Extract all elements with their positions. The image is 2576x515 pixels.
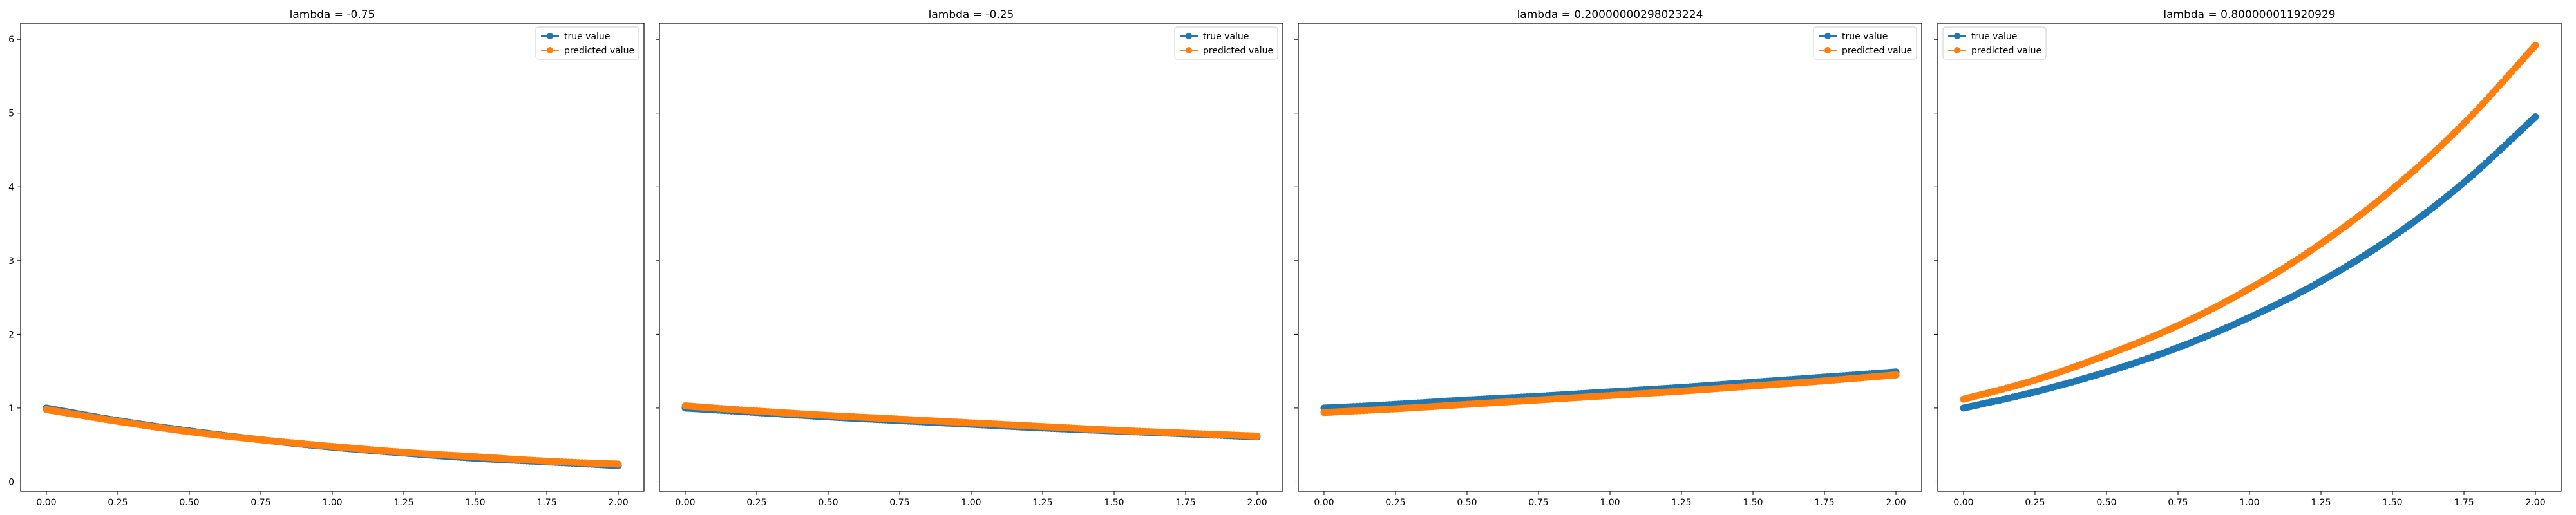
y-tick-label: 6	[8, 35, 14, 45]
chart-title: lambda = -0.75	[290, 8, 375, 21]
legend-marker	[1186, 47, 1192, 53]
x-tick-label: 0.50	[179, 498, 199, 508]
legend-marker	[547, 47, 553, 53]
legend-box	[1942, 26, 2047, 60]
x-tick-label: 1.75	[1175, 498, 1195, 508]
x-tick-label: 1.00	[1600, 498, 1620, 508]
x-tick-label: 0.75	[2168, 498, 2188, 508]
subplot-1: lambda = -0.75 0.00 0.25 0.50 0.75 1.00 1.25 1.…	[8, 8, 645, 508]
x-tick-label: 0.00	[675, 498, 695, 508]
legend-label: predicted value	[1842, 46, 1912, 56]
y-tick-label: 3	[8, 256, 14, 267]
chart-title: lambda = 0.20000000298023224	[1517, 8, 1703, 21]
x-tick-label: 1.00	[2239, 498, 2259, 508]
legend-label: true value	[1203, 32, 1249, 42]
legend-marker	[1954, 47, 1960, 53]
x-tick-label: 1.25	[393, 498, 413, 508]
x-tick-label: 0.75	[889, 498, 909, 508]
legend-marker	[1824, 47, 1831, 53]
x-tick-label: 1.50	[1743, 498, 1763, 508]
x-tick-label: 1.50	[2382, 498, 2402, 508]
x-tick-label: 2.00	[1247, 498, 1267, 508]
x-tick-label: 0.25	[746, 498, 766, 508]
legend-marker	[1954, 33, 1960, 39]
legend-marker	[547, 33, 553, 39]
series-markers-predicted-value	[1320, 371, 1900, 417]
legend: true value predicted value	[1174, 26, 1278, 60]
x-tick-label: 0.25	[1385, 498, 1405, 508]
series-markers-predicted-value	[43, 406, 622, 468]
legend-box	[535, 26, 639, 60]
series-markers-predicted-value	[681, 402, 1261, 440]
subplot-2: lambda = -0.25 0.00 0.25 0.50 0.75 1.00 1.25 1.…	[656, 8, 1283, 508]
x-tick-label: 0.25	[2025, 498, 2045, 508]
x-tick-label: 2.00	[608, 498, 628, 508]
legend-marker	[1186, 33, 1192, 39]
x-tick-label: 1.25	[2311, 498, 2331, 508]
x-tick-label: 2.00	[1886, 498, 1906, 508]
series-markers-predicted-value	[1960, 41, 2539, 403]
y-tick-label: 2	[8, 330, 14, 340]
legend-label: true value	[1971, 32, 2017, 42]
y-tick-label: 5	[8, 109, 14, 119]
legend-box	[1174, 26, 1278, 60]
subplot-3: lambda = 0.20000000298023224 0.00 0.25 0.50…	[1294, 8, 1922, 508]
x-tick-label: 1.00	[322, 498, 342, 508]
legend: true value predicted value	[1942, 26, 2047, 60]
x-tick-label: 1.00	[961, 498, 981, 508]
x-tick-label: 0.75	[1528, 498, 1548, 508]
legend: true value predicted value	[1813, 26, 1917, 60]
series-line-true-value	[1963, 116, 2536, 409]
x-tick-label: 0.50	[1457, 498, 1477, 508]
series-markers-true-value	[1960, 113, 2539, 412]
legend-label: true value	[564, 32, 610, 42]
x-tick-label: 0.50	[818, 498, 838, 508]
x-tick-label: 0.00	[1953, 498, 1973, 508]
series-line-predicted-value	[1963, 44, 2536, 400]
y-tick-label: 4	[8, 182, 14, 192]
data-point	[614, 460, 622, 468]
axes-frame	[1937, 23, 2562, 492]
series-line-predicted-value	[46, 409, 619, 465]
chart-title: lambda = -0.25	[929, 8, 1014, 21]
data-point	[1253, 432, 1261, 440]
legend-label: true value	[1842, 32, 1888, 42]
data-point	[2532, 113, 2539, 120]
x-tick-label: 1.75	[1814, 498, 1834, 508]
x-tick-label: 0.25	[108, 498, 128, 508]
y-tick-label: 0	[8, 477, 14, 487]
data-point	[1892, 371, 1900, 379]
subplot-4: lambda = 0.800000011920929 0.00 0.25 0.50 0.…	[1934, 8, 2562, 508]
x-tick-label: 1.75	[2454, 498, 2474, 508]
chart-title: lambda = 0.800000011920929	[2163, 8, 2335, 21]
x-tick-label: 1.50	[465, 498, 485, 508]
legend-label: predicted value	[1971, 46, 2041, 56]
x-tick-label: 1.25	[1671, 498, 1691, 508]
legend-label: predicted value	[1203, 46, 1273, 56]
x-tick-label: 0.75	[251, 498, 270, 508]
x-tick-label: 0.50	[2096, 498, 2116, 508]
legend: true value predicted value	[535, 26, 639, 60]
x-tick-label: 1.25	[1032, 498, 1052, 508]
x-tick-label: 2.00	[2525, 498, 2545, 508]
x-tick-label: 1.50	[1104, 498, 1124, 508]
legend-marker	[1824, 33, 1831, 39]
x-tick-label: 1.75	[536, 498, 556, 508]
data-point	[2532, 41, 2539, 49]
legend-box	[1813, 26, 1917, 60]
x-tick-label: 0.00	[36, 498, 56, 508]
x-tick-label: 0.00	[1314, 498, 1334, 508]
axes-frame	[1298, 23, 1922, 492]
y-tick-label: 1	[8, 404, 14, 414]
legend-label: predicted value	[564, 46, 634, 56]
